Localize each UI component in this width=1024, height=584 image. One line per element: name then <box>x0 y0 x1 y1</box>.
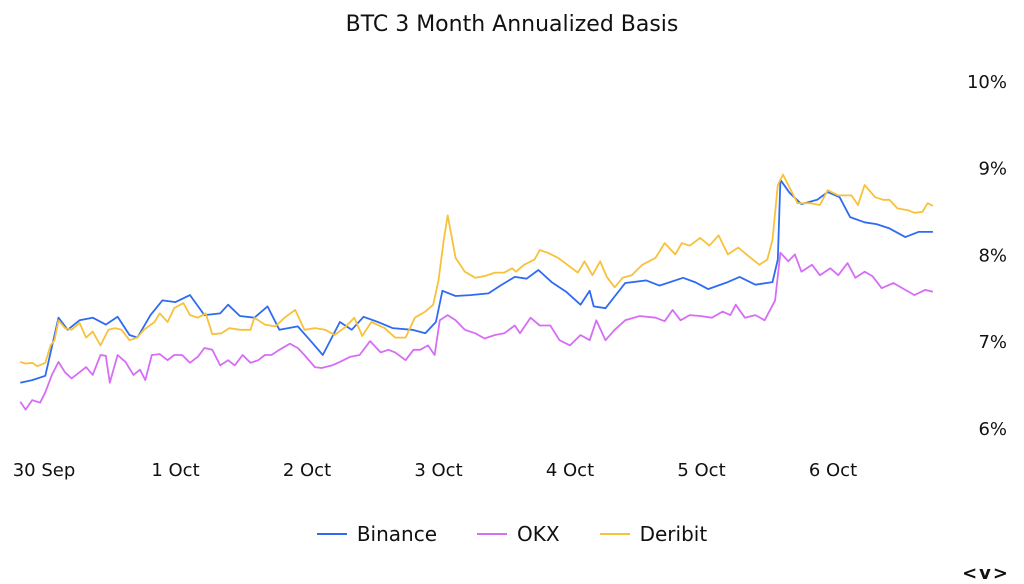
legend: Binance OKX Deribit <box>0 522 1024 546</box>
line-chart: 30 Sep 1 Oct 2 Oct 3 Oct 4 Oct 5 Oct 6 Oct 6% 7… <box>13 72 1007 481</box>
y-tick-label: 10% <box>967 72 1007 93</box>
legend-label: Binance <box>356 522 438 546</box>
y-tick-label: 9% <box>978 159 1007 180</box>
legend-label: Deribit <box>639 522 708 546</box>
x-tick-label: 1 Oct <box>151 460 199 481</box>
series-line-okx <box>19 251 934 411</box>
y-axis: 6% 7% 8% 9% 10% <box>967 72 1007 440</box>
x-tick-label: 2 Oct <box>283 460 331 481</box>
series-line-deribit <box>20 173 934 368</box>
legend-swatch <box>599 533 630 535</box>
chart-title: BTC 3 Month Annualized Basis <box>345 12 679 37</box>
legend-swatch <box>316 533 347 535</box>
legend-swatch <box>477 533 508 535</box>
series-lines <box>19 173 934 411</box>
y-tick-label: 6% <box>978 419 1007 440</box>
navigation-arrows[interactable]: <v> <box>962 563 1010 584</box>
x-tick-label: 3 Oct <box>414 460 462 481</box>
legend-item-deribit[interactable]: Deribit <box>599 522 708 546</box>
x-tick-label: 30 Sep <box>13 460 76 481</box>
y-tick-label: 8% <box>978 245 1007 266</box>
x-tick-label: 5 Oct <box>677 460 725 481</box>
y-tick-label: 7% <box>978 332 1007 353</box>
x-tick-label: 4 Oct <box>546 460 594 481</box>
legend-label: OKX <box>517 522 560 546</box>
legend-item-binance[interactable]: Binance <box>316 522 438 546</box>
x-tick-label: 6 Oct <box>809 460 857 481</box>
legend-item-okx[interactable]: OKX <box>477 522 560 546</box>
x-axis: 30 Sep 1 Oct 2 Oct 3 Oct 4 Oct 5 Oct 6 Oct <box>13 460 857 481</box>
series-line-binance <box>20 178 933 384</box>
